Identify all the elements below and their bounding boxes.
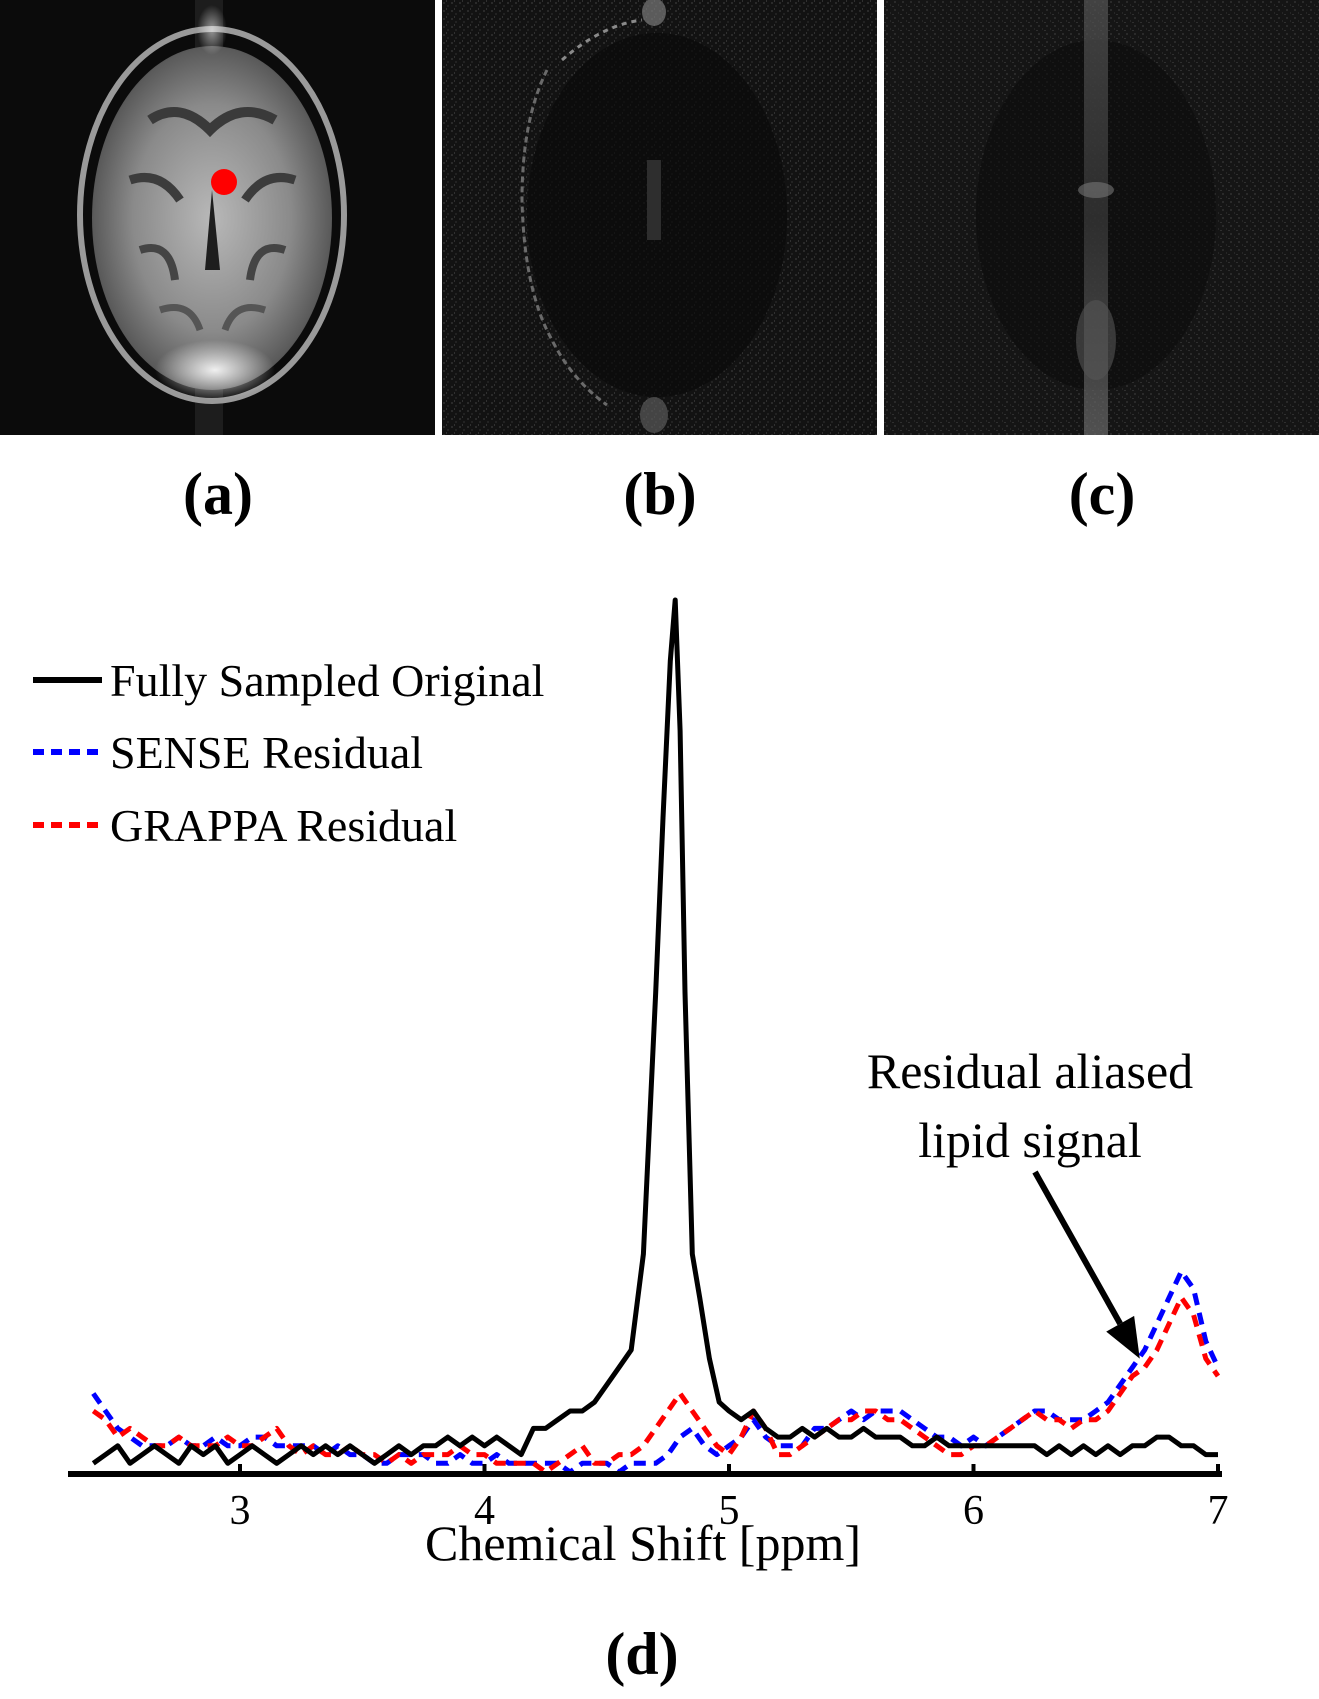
series-line-fully-sampled-original — [91, 597, 1218, 1466]
spectrum-chart: 3 4 5 6 7 Chemical Shift [ppm] Fully Sampled… — [33, 597, 1229, 1571]
sense-residual-image — [442, 0, 877, 435]
voxel-marker — [211, 169, 237, 195]
series-line-sense-residual — [91, 1268, 1221, 1475]
legend-label-sense: SENSE Residual — [110, 727, 423, 778]
legend-label-grappa: GRAPPA Residual — [110, 800, 457, 851]
tick-layer: 3 4 5 6 7 — [230, 1464, 1229, 1534]
panel-label-c: (c) — [1068, 461, 1136, 527]
x-tick-label-6: 6 — [963, 1488, 984, 1534]
x-tick-label-3: 3 — [230, 1488, 251, 1534]
annotation-line-1: Residual aliased — [867, 1043, 1193, 1099]
annotation-arrow — [1032, 1170, 1140, 1359]
x-tick-label-5: 5 — [719, 1488, 740, 1534]
panel-label-a: (a) — [183, 461, 253, 527]
arrow-shaft — [1032, 1170, 1123, 1326]
annotation-line-2: lipid signal — [918, 1112, 1142, 1168]
panel-label-d: (d) — [605, 1621, 679, 1687]
mri-panel-a — [0, 0, 435, 435]
mri-panel-b — [442, 0, 877, 435]
x-axis-label: Chemical Shift [ppm] — [425, 1515, 861, 1571]
arrow-head — [1106, 1315, 1140, 1359]
brain-image — [77, 0, 347, 435]
series-layer — [91, 597, 1221, 1475]
panel-label-b: (b) — [623, 461, 697, 527]
legend: Fully Sampled Original SENSE Residual GR… — [33, 655, 544, 851]
grappa-residual-image — [884, 0, 1319, 435]
series-line-grappa-residual — [91, 1295, 1221, 1475]
mri-panel-c — [884, 0, 1319, 435]
x-tick-label-7: 7 — [1208, 1488, 1229, 1534]
legend-label-original: Fully Sampled Original — [110, 655, 544, 706]
x-tick-label-4: 4 — [474, 1488, 495, 1534]
